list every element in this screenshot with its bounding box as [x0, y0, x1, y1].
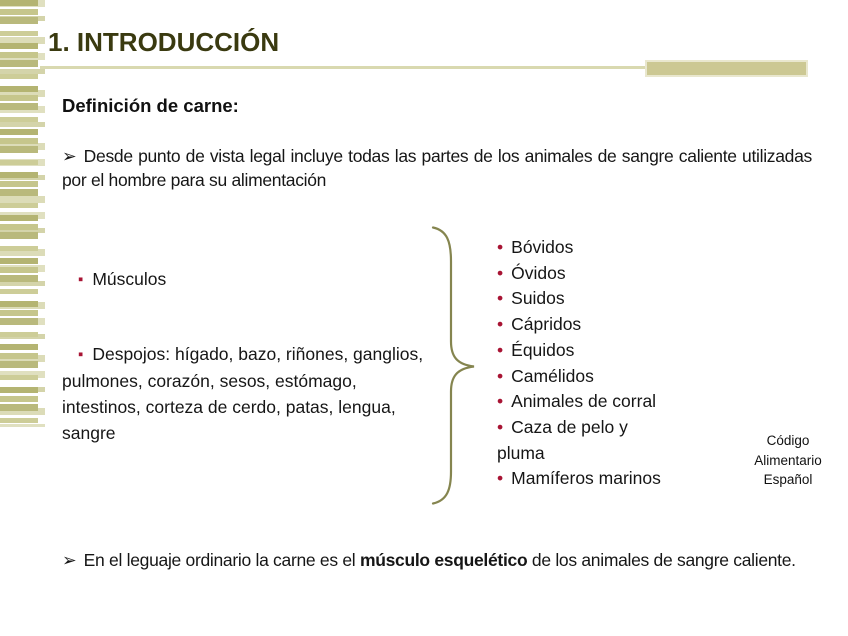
- list-item: • Animales de corral: [497, 389, 675, 415]
- list-item: ▪ Despojos: hígado, bazo, riñones, gangli…: [62, 341, 432, 446]
- animal-label: Caza de pelo y pluma: [497, 416, 628, 463]
- list-item: • Óvidos: [497, 261, 675, 287]
- title-divider-line: [40, 66, 648, 69]
- list-item: • Caza de pelo y pluma: [497, 415, 675, 466]
- title-divider-accent-bar: [645, 60, 808, 77]
- square-bullet-icon: ▪: [78, 346, 84, 363]
- ordinary-definition-bold-term: músculo esquelético: [359, 550, 528, 570]
- list-item: • Mamíferos marinos: [497, 466, 675, 492]
- list-item: • Cápridos: [497, 312, 675, 338]
- source-note: Código Alimentario Español: [754, 433, 822, 487]
- arrow-bullet-icon: ➢: [62, 146, 77, 166]
- list-item: • Suidos: [497, 286, 675, 312]
- offal-label: Despojos: hígado, bazo, riñones, ganglio…: [62, 344, 424, 443]
- dot-bullet-icon: •: [497, 314, 504, 335]
- animal-label: Équidos: [511, 339, 575, 360]
- dot-bullet-icon: •: [497, 416, 504, 437]
- slide-title: 1. INTRODUCCIÓN: [48, 27, 280, 57]
- animal-label: Suidos: [511, 288, 565, 309]
- dot-bullet-icon: •: [497, 468, 504, 489]
- animal-label: Animales de corral: [511, 391, 657, 412]
- list-item: ▪ Músculos: [62, 266, 432, 293]
- dot-bullet-icon: •: [497, 262, 504, 283]
- ordinary-definition-prefix: En el leguaje ordinario la carne es el: [83, 550, 360, 570]
- animal-label: Mamíferos marinos: [511, 468, 661, 489]
- muscles-label: Músculos: [92, 269, 167, 289]
- animal-label: Óvidos: [511, 262, 566, 283]
- ordinary-definition-suffix: de los animales de sangre caliente.: [527, 550, 796, 570]
- curly-brace-icon: [430, 225, 476, 506]
- arrow-bullet-icon: ➢: [62, 550, 77, 570]
- dot-bullet-icon: •: [497, 237, 504, 257]
- square-bullet-icon: ▪: [78, 271, 84, 288]
- dot-bullet-icon: •: [497, 365, 504, 386]
- ordinary-definition-paragraph: ➢ En el leguaje ordinario la carne es el …: [62, 549, 812, 573]
- striped-sidebar-decoration: [0, 0, 45, 427]
- list-item: • Camélidos: [497, 364, 675, 390]
- dot-bullet-icon: •: [497, 391, 504, 412]
- animal-label: Camélidos: [511, 365, 594, 386]
- list-item: • Équidos: [497, 338, 675, 364]
- definition-heading: Definición de carne:: [62, 95, 239, 116]
- legal-definition-text: Desde punto de vista legal incluye todas…: [62, 146, 812, 190]
- dot-bullet-icon: •: [497, 339, 504, 360]
- animal-label: Cápridos: [511, 314, 582, 335]
- meat-components-list: ▪ Músculos ▪ Despojos: hígado, bazo, riñon…: [62, 266, 432, 446]
- legal-definition-paragraph: ➢ Desde punto de vista legal incluye toda…: [62, 145, 812, 192]
- list-item: • Bóvidos: [497, 235, 675, 261]
- animal-species-list: • Bóvidos • Óvidos • Suidos • Cápridos • Équi…: [497, 235, 675, 492]
- dot-bullet-icon: •: [497, 288, 504, 309]
- animal-label: Bóvidos: [511, 237, 574, 257]
